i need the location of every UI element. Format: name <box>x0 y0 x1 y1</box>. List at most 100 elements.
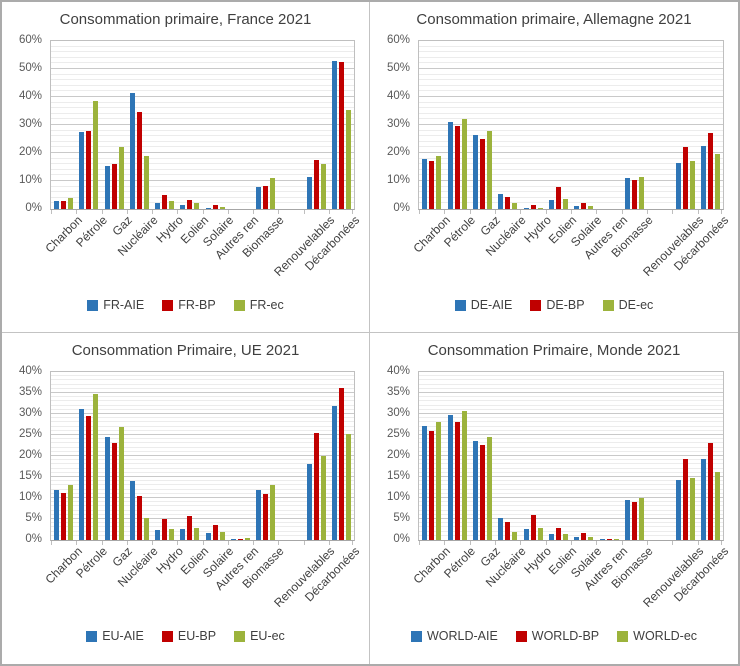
bar <box>244 538 250 540</box>
grid-line <box>419 73 723 75</box>
bar <box>263 494 269 540</box>
grid-line <box>419 140 723 142</box>
grid-line <box>51 518 354 519</box>
grid-line <box>51 45 354 47</box>
category-tick <box>672 541 674 545</box>
bar <box>338 388 344 540</box>
grid-line <box>419 79 723 81</box>
y-tick-label: 0% <box>393 533 410 545</box>
grid-line <box>419 56 723 58</box>
y-tick-label: 40% <box>386 365 410 377</box>
bar <box>205 208 211 209</box>
category-tick <box>51 541 52 545</box>
legend-label: EU-AIE <box>102 629 144 643</box>
grid-line <box>419 518 723 519</box>
category-tick <box>227 210 229 214</box>
x-axis-labels: Charbon Pétrole Gaz Nucléaire Hydro Eolien Sol… <box>42 210 362 298</box>
bar <box>537 208 543 209</box>
plot-area <box>418 40 724 214</box>
category-tick <box>444 210 446 214</box>
category-tick <box>444 541 446 545</box>
category-tick <box>545 210 547 214</box>
bar <box>429 431 435 540</box>
legend-swatch <box>233 299 245 311</box>
bar <box>306 177 312 209</box>
grid-line <box>419 185 723 187</box>
bar <box>194 203 200 209</box>
bar <box>714 472 720 540</box>
bar <box>505 197 511 209</box>
category-tick <box>596 210 598 214</box>
grid-line <box>419 497 723 498</box>
bar <box>54 201 60 209</box>
bar <box>61 201 67 209</box>
grid-line <box>51 513 354 515</box>
bar <box>162 519 168 540</box>
bar <box>270 485 276 540</box>
grid-line <box>51 392 354 393</box>
y-tick-label: 35% <box>18 386 42 398</box>
grid-line <box>419 438 723 440</box>
y-tick-label: 10% <box>386 174 410 186</box>
bar <box>111 164 117 209</box>
legend-item: EU-AIE <box>86 629 144 643</box>
category-tick <box>647 210 648 214</box>
category-tick <box>352 541 353 545</box>
grid-line <box>419 404 723 406</box>
bar <box>205 533 211 540</box>
category-tick <box>76 541 78 545</box>
y-tick-label: 20% <box>18 146 42 158</box>
grid-line <box>51 484 354 486</box>
bar <box>212 205 218 209</box>
bar <box>562 199 568 209</box>
grid-line <box>419 488 723 490</box>
bar <box>79 132 85 209</box>
grid-line <box>419 163 723 165</box>
legend-swatch <box>86 630 98 642</box>
y-tick-label: 5% <box>393 512 410 524</box>
chart-title: Consommation Primaire, Monde 2021 <box>427 342 681 359</box>
grid-line <box>419 146 723 148</box>
bar <box>263 186 269 209</box>
y-tick-label: 35% <box>386 386 410 398</box>
legend-item: FR-AIE <box>87 298 144 312</box>
grid-line <box>419 168 723 170</box>
grid-line <box>419 492 723 494</box>
bar <box>461 411 467 540</box>
grid-line <box>419 530 723 532</box>
bar <box>472 135 478 209</box>
grid-line <box>419 107 723 109</box>
grid-line <box>51 191 354 193</box>
category-tick <box>697 210 699 214</box>
category-tick <box>253 210 254 214</box>
grid-line <box>51 51 354 53</box>
legend-label: FR-BP <box>178 298 216 312</box>
y-tick-label: 30% <box>386 118 410 130</box>
bar <box>256 187 262 209</box>
category-tick <box>328 210 330 214</box>
grid-line <box>51 446 354 448</box>
grid-line <box>51 124 354 125</box>
grid-line <box>51 68 354 69</box>
legend: FR-AIE FR-BP FR-ec <box>2 298 369 318</box>
bar <box>61 493 67 540</box>
category-tick <box>520 541 522 545</box>
category-tick <box>469 210 471 214</box>
bar <box>581 203 587 209</box>
bar <box>454 126 460 209</box>
bar <box>68 198 74 209</box>
grid-line <box>51 135 354 137</box>
grid-line <box>51 476 354 477</box>
category-tick <box>352 210 353 214</box>
chart-area: 40% 35% 30% 25% 20% 15% 10% 5% 0% <box>387 365 724 545</box>
bar <box>212 525 218 540</box>
y-tick-label: 20% <box>18 449 42 461</box>
grid-line <box>419 484 723 486</box>
grid-line <box>51 450 354 452</box>
bar <box>447 122 453 209</box>
grid-line <box>51 112 354 114</box>
grid-line <box>419 467 723 469</box>
chart-panel-ue: Consommation Primaire, UE 2021 40% 35% 30%… <box>2 333 370 664</box>
bar <box>562 534 568 540</box>
grid-line <box>419 459 723 461</box>
